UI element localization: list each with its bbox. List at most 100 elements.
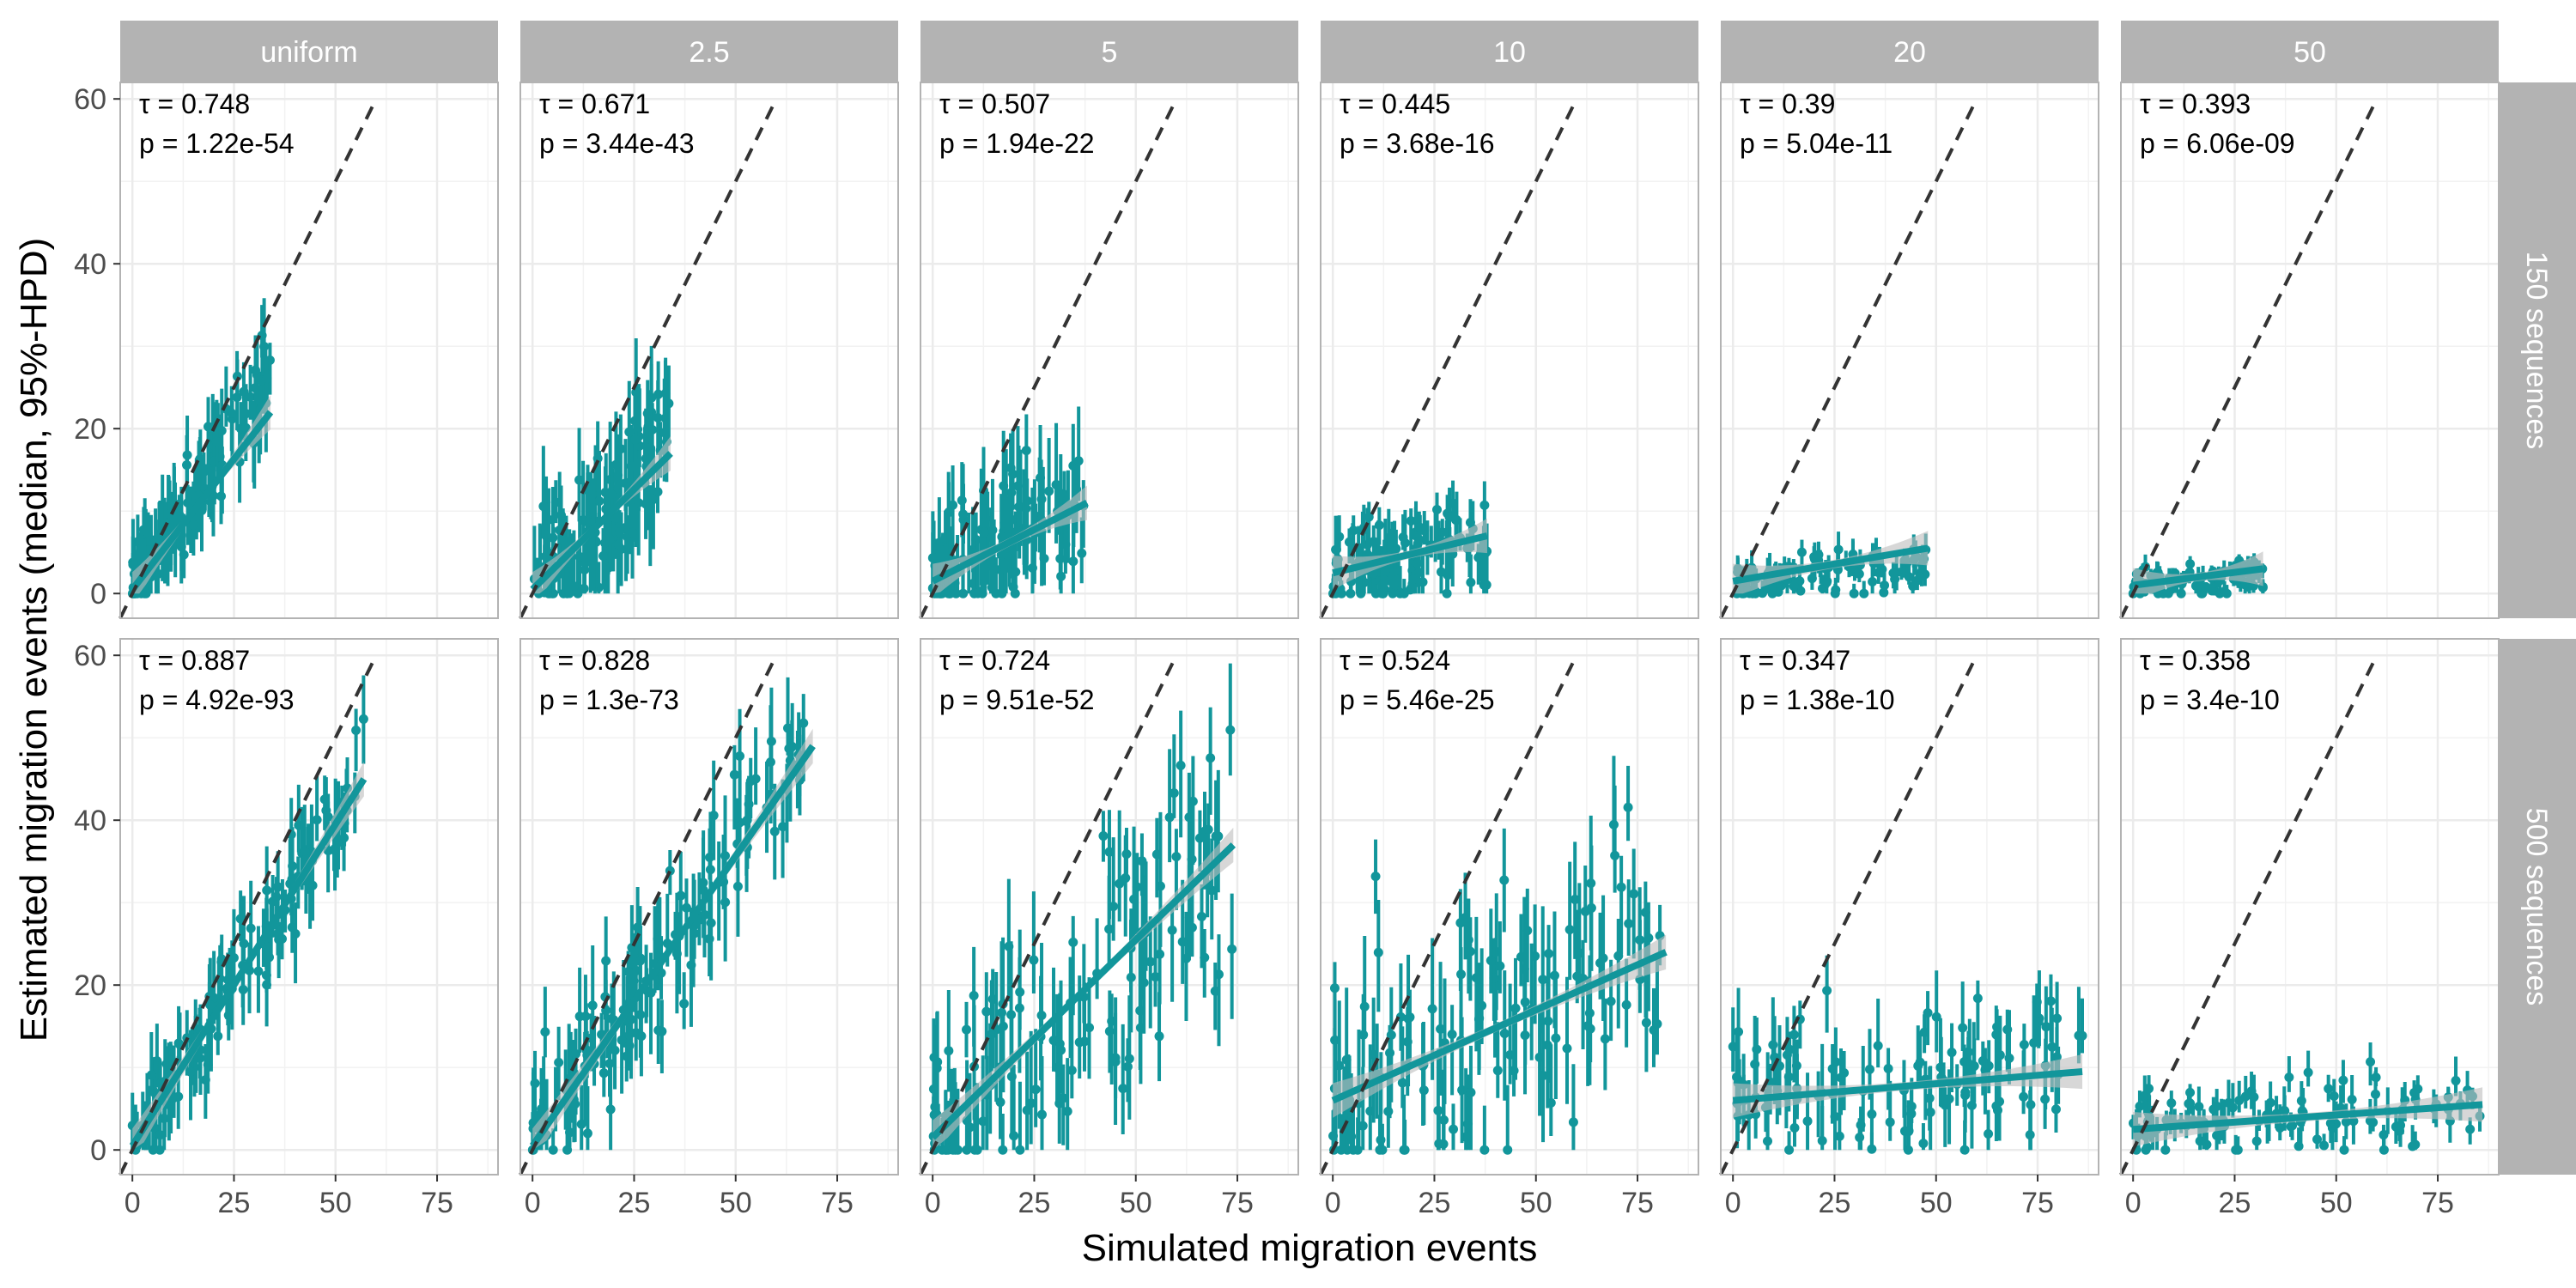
tau-annotation: τ = 0.524 bbox=[1340, 645, 1450, 676]
tau-annotation: τ = 0.828 bbox=[539, 645, 650, 676]
data-point bbox=[1972, 993, 1983, 1004]
data-point bbox=[601, 956, 611, 966]
data-point bbox=[1471, 973, 1481, 983]
data-point bbox=[1466, 577, 1476, 587]
p-value-annotation: p = 1.3e-73 bbox=[539, 684, 679, 715]
data-point bbox=[2341, 1117, 2351, 1127]
identity-line bbox=[1719, 654, 1978, 1176]
data-point bbox=[1225, 725, 1236, 735]
data-point bbox=[1115, 878, 1125, 889]
column-strip bbox=[1721, 21, 2099, 82]
data-point bbox=[273, 882, 283, 892]
data-point bbox=[323, 811, 333, 822]
data-point bbox=[2220, 586, 2230, 597]
data-point bbox=[679, 999, 690, 1009]
data-point bbox=[2135, 1101, 2145, 1111]
data-point bbox=[2045, 996, 2056, 1006]
data-point bbox=[1463, 935, 1473, 945]
row-strip-label: 150 sequences bbox=[2520, 252, 2553, 450]
data-point bbox=[1481, 580, 1492, 590]
data-point bbox=[1022, 1105, 1032, 1115]
p-value-annotation: p = 1.22e-54 bbox=[139, 128, 295, 159]
data-point bbox=[1135, 1005, 1145, 1016]
data-point bbox=[1118, 1084, 1128, 1094]
data-point bbox=[605, 1104, 616, 1115]
data-point bbox=[1864, 1064, 1874, 1074]
data-point bbox=[1544, 949, 1554, 959]
data-point bbox=[1530, 951, 1540, 961]
data-point bbox=[1008, 582, 1018, 592]
data-point bbox=[2338, 1075, 2348, 1085]
x-tick-label: 0 bbox=[125, 1187, 141, 1219]
data-point bbox=[540, 551, 550, 562]
data-point bbox=[574, 1012, 585, 1022]
data-point bbox=[540, 1027, 550, 1037]
column-strip bbox=[1321, 21, 1698, 82]
data-point bbox=[1868, 576, 1878, 586]
data-point bbox=[735, 817, 745, 828]
data-point bbox=[1194, 833, 1205, 843]
p-value-annotation: p = 5.46e-25 bbox=[1340, 684, 1495, 715]
panel-background bbox=[520, 82, 898, 618]
row-strip bbox=[2499, 639, 2576, 1175]
data-point bbox=[1880, 580, 1890, 591]
data-point bbox=[729, 769, 739, 780]
data-point bbox=[1473, 552, 1484, 562]
data-point bbox=[2140, 1091, 2150, 1101]
identity-line bbox=[1319, 98, 1578, 619]
data-point bbox=[1834, 1131, 1844, 1141]
data-point bbox=[1062, 1106, 1072, 1116]
data-point bbox=[1447, 1030, 1457, 1040]
x-tick-label: 0 bbox=[925, 1187, 941, 1219]
regression-line bbox=[2132, 565, 2264, 589]
data-point bbox=[562, 1145, 573, 1155]
x-axis-title: Simulated migration events bbox=[1082, 1227, 1538, 1269]
data-point bbox=[1187, 854, 1197, 865]
panel-border bbox=[920, 82, 1299, 619]
data-point bbox=[1830, 1111, 1840, 1121]
data-point bbox=[1154, 1031, 1164, 1042]
data-point bbox=[2284, 1072, 2294, 1083]
data-point bbox=[1427, 1004, 1437, 1014]
x-tick-label: 0 bbox=[1325, 1187, 1341, 1219]
data-point bbox=[312, 815, 322, 825]
data-point bbox=[1623, 802, 1633, 812]
data-point bbox=[1583, 1021, 1593, 1031]
data-point bbox=[2339, 1145, 2349, 1155]
data-point bbox=[2251, 1136, 2262, 1146]
data-point bbox=[1044, 486, 1054, 496]
panel: τ = 0.39 p = 5.04e-11 bbox=[1719, 82, 2099, 619]
data-point bbox=[1344, 537, 1354, 547]
data-point bbox=[2347, 1094, 2357, 1104]
regression-line bbox=[931, 500, 1089, 585]
data-point bbox=[1796, 547, 1807, 557]
panel: τ = 0.887 p = 4.92e-93 0 20 40 60 0 25 50 75 bbox=[74, 638, 499, 1219]
data-point bbox=[1873, 1041, 1883, 1051]
data-point bbox=[1200, 952, 1210, 963]
data-point bbox=[690, 928, 700, 939]
panel-border bbox=[519, 82, 899, 619]
data-point bbox=[1466, 1087, 1476, 1097]
data-point bbox=[2366, 1057, 2376, 1067]
data-point bbox=[1859, 588, 1869, 598]
data-point bbox=[1415, 522, 1425, 532]
data-point bbox=[2395, 1126, 2405, 1136]
panel-background bbox=[2121, 639, 2499, 1175]
data-point bbox=[1036, 1109, 1047, 1120]
p-value-annotation: p = 3.68e-16 bbox=[1340, 128, 1495, 159]
data-point bbox=[1206, 753, 1216, 763]
x-tick-label: 50 bbox=[720, 1187, 752, 1219]
y-tick-label: 40 bbox=[74, 248, 106, 281]
data-point bbox=[2233, 1145, 2243, 1155]
data-point bbox=[261, 970, 271, 981]
data-point bbox=[1867, 1109, 1877, 1120]
data-point bbox=[1734, 1027, 1744, 1037]
data-point bbox=[1562, 1043, 1572, 1054]
data-point bbox=[1784, 1145, 1795, 1155]
data-point bbox=[1397, 1078, 1407, 1088]
data-point bbox=[1104, 1026, 1115, 1036]
data-point bbox=[2050, 1104, 2061, 1115]
data-point bbox=[624, 427, 635, 437]
data-point bbox=[1991, 1101, 2002, 1111]
